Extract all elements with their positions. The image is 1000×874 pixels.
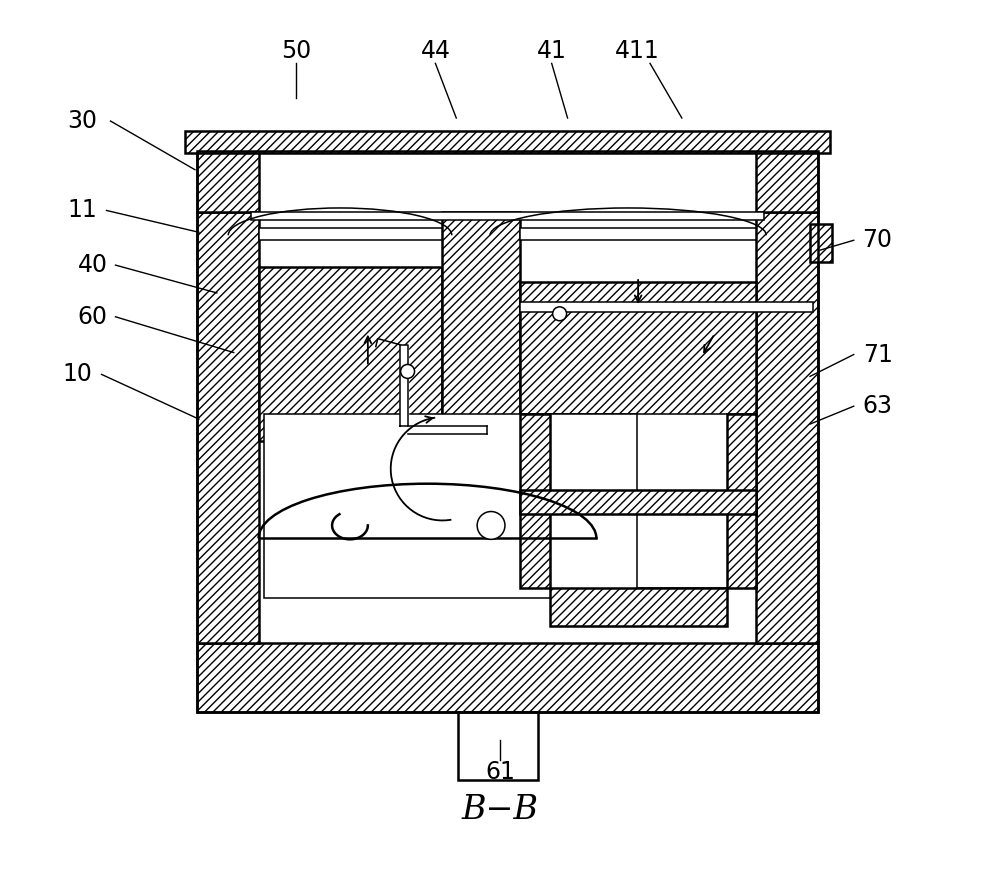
Polygon shape bbox=[400, 344, 408, 426]
Circle shape bbox=[401, 364, 415, 378]
Text: 30: 30 bbox=[68, 109, 98, 133]
Bar bbox=[520, 282, 756, 451]
Bar bbox=[520, 414, 756, 588]
Circle shape bbox=[477, 511, 505, 539]
Bar bbox=[197, 151, 259, 212]
Bar bbox=[185, 131, 830, 153]
Bar bbox=[197, 151, 818, 712]
Text: 60: 60 bbox=[78, 305, 108, 329]
Bar bbox=[251, 212, 764, 220]
Bar bbox=[520, 302, 813, 312]
Bar bbox=[550, 588, 727, 626]
Bar bbox=[197, 212, 259, 642]
Bar bbox=[259, 228, 442, 240]
Bar bbox=[520, 489, 756, 514]
Bar bbox=[756, 212, 818, 642]
Bar bbox=[264, 414, 637, 598]
Text: B−B: B−B bbox=[461, 794, 538, 826]
Circle shape bbox=[553, 307, 567, 321]
Text: 411: 411 bbox=[615, 39, 659, 64]
Text: 44: 44 bbox=[420, 39, 450, 64]
Bar bbox=[810, 225, 832, 262]
Bar bbox=[458, 712, 538, 780]
Text: 63: 63 bbox=[863, 394, 893, 418]
Bar bbox=[520, 414, 550, 588]
Text: 41: 41 bbox=[537, 39, 567, 64]
Text: 50: 50 bbox=[281, 39, 311, 64]
Bar bbox=[520, 228, 756, 240]
Text: 70: 70 bbox=[863, 228, 893, 253]
Text: 11: 11 bbox=[68, 198, 98, 223]
Text: 40: 40 bbox=[78, 253, 108, 277]
Bar bbox=[756, 151, 818, 212]
Bar bbox=[442, 212, 520, 451]
Text: 71: 71 bbox=[863, 343, 893, 366]
Bar bbox=[197, 642, 818, 712]
Bar bbox=[727, 414, 756, 588]
Bar bbox=[259, 267, 442, 441]
Text: 61: 61 bbox=[485, 760, 515, 784]
Text: 10: 10 bbox=[63, 363, 93, 386]
